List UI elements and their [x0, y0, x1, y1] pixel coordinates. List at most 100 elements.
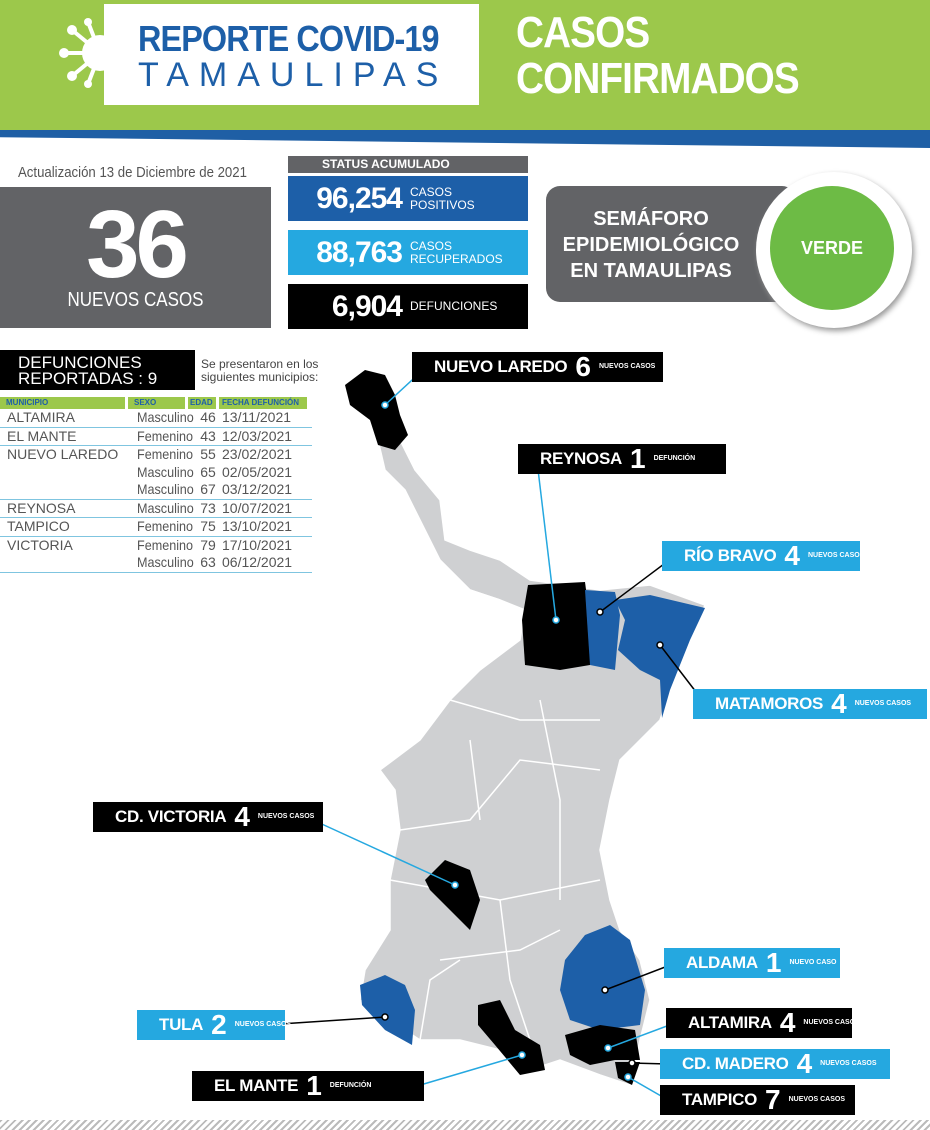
municipality-name: CD. VICTORIA: [115, 807, 227, 826]
aldama-area: [560, 925, 645, 1030]
table-cell: 67: [200, 481, 216, 497]
count-value: 4: [234, 801, 250, 832]
leader-line: [312, 819, 456, 886]
stat-label: CASOS: [410, 238, 453, 253]
altamira-area: [565, 1025, 640, 1065]
column-header: SEXO: [128, 397, 185, 409]
table-cell: 03/12/2021: [222, 481, 293, 497]
stat-label: POSITIVOS: [410, 197, 475, 212]
leader-line: [599, 557, 673, 613]
leader-line: [604, 963, 674, 991]
leader-line: [416, 1054, 523, 1087]
leader-dot: [451, 881, 459, 889]
footer-stripe: [0, 1120, 930, 1130]
table-cell: Femenino: [137, 446, 194, 462]
table-cell: 17/10/2021: [222, 536, 293, 553]
leader-dot: [628, 1059, 636, 1067]
map-label-matamoros: MATAMOROS 4 NUEVOS CASOS: [693, 688, 927, 719]
table-cell: Femenino: [137, 536, 194, 553]
municipality-name: RÍO BRAVO: [684, 546, 777, 565]
table-cell: REYNOSA: [7, 499, 76, 516]
municipal-boundaries: [389, 559, 601, 1041]
logo-title: REPORTE COVID-19: [138, 18, 440, 59]
map-label-río-bravo: RÍO BRAVO 4 NUEVOS CASOS: [662, 540, 864, 571]
semaforo-line: SEMÁFORO: [593, 208, 709, 230]
stat-recovered: 88,763 CASOS RECUPERADOS: [288, 230, 528, 275]
status-header: STATUS ACUMULADO: [288, 156, 528, 173]
deaths-note: Se presentaron en los siguientes municipi…: [201, 358, 318, 384]
table-cell: NUEVO LAREDO: [7, 446, 119, 462]
leader-line: [536, 460, 557, 621]
table-cell: 65: [200, 463, 216, 480]
virus-icon: [59, 18, 118, 88]
table-cell: 55: [200, 446, 216, 462]
count-label: NUEVO CASO: [789, 959, 837, 966]
municipality-name: CD. MADERO: [682, 1054, 789, 1073]
table-cell: 02/05/2021: [222, 463, 293, 480]
map-label-tula: TULA 2 NUEVOS CASOS: [137, 1009, 292, 1040]
count-value: 7: [765, 1084, 781, 1115]
count-value: 6: [575, 351, 591, 382]
column-header: MUNICIPIO: [0, 397, 125, 409]
table-cell: 79: [200, 536, 216, 553]
table-row: VICTORIA Femenino 79 17/10/2021: [0, 537, 312, 555]
table-row: REYNOSA Masculino 73 10/07/2021: [0, 499, 312, 518]
municipality-name: TAMPICO: [682, 1090, 758, 1109]
deaths-note-line: siguientes municipios:: [201, 370, 319, 384]
table-cell: Masculino: [137, 554, 194, 570]
header-stripe: [0, 130, 930, 148]
table-cell: Masculino: [137, 499, 194, 516]
leader-line: [279, 1016, 386, 1025]
count-value: 1: [629, 443, 646, 474]
municipality-name: EL MANTE: [214, 1076, 299, 1095]
stat-label: DEFUNCIONES: [410, 299, 498, 313]
column-header: EDAD: [188, 397, 216, 409]
municipality-name: TULA: [159, 1015, 204, 1034]
map-label-el-mante: EL MANTE 1 DEFUNCIÓN: [192, 1070, 424, 1101]
reynosa-area: [522, 582, 590, 670]
municipality-name: ALTAMIRA: [688, 1013, 772, 1032]
leader-dot: [596, 608, 604, 616]
count-label: NUEVOS CASOS: [598, 363, 656, 370]
deaths-table: MUNICIPIO SEXO EDAD FECHA DEFUNCIÓN ALTA…: [0, 397, 312, 573]
rio-bravo-area: [585, 590, 620, 670]
map-label-aldama: ALDAMA 1 NUEVO CASO: [664, 947, 840, 978]
matamoros-area: [615, 595, 705, 718]
count-label: DEFUNCIÓN: [329, 1082, 372, 1089]
leader-dot: [604, 1044, 612, 1052]
map-label-nuevo-laredo: NUEVO LAREDO 6 NUEVOS CASOS: [412, 351, 663, 382]
table-cell: Masculino: [137, 409, 194, 425]
table-row: Masculino 63 06/12/2021: [0, 554, 312, 573]
count-value: 1: [765, 947, 782, 978]
count-label: NUEVOS CASOS: [788, 1096, 846, 1103]
leader-dot: [552, 616, 560, 624]
table-cell: 75: [200, 518, 216, 534]
municipality-name: ALDAMA: [686, 953, 758, 972]
count-label: NUEVOS CASOS: [257, 813, 315, 820]
count-value: 4: [831, 688, 847, 719]
logo-subtitle: TAMAULIPAS: [138, 56, 449, 94]
table-row: EL MANTE Femenino 43 12/03/2021: [0, 427, 312, 446]
table-cell: Masculino: [137, 481, 194, 497]
leader-dot: [381, 401, 389, 409]
table-row: Masculino 67 03/12/2021: [0, 481, 312, 500]
municipality-name: NUEVO LAREDO: [434, 357, 568, 376]
leader-dot: [656, 641, 664, 649]
table-row: Masculino 65 02/05/2021: [0, 464, 312, 482]
table-row: NUEVO LAREDO Femenino 55 23/02/2021: [0, 446, 312, 464]
table-cell: 23/02/2021: [222, 446, 293, 462]
map-label-altamira: ALTAMIRA 4 NUEVOS CASOS: [666, 1007, 860, 1038]
table-cell: 73: [200, 499, 216, 516]
el-mante-area: [478, 1000, 545, 1075]
new-cases-box: 36 NUEVOS CASOS: [0, 187, 271, 328]
count-label: NUEVOS CASOS: [234, 1021, 292, 1028]
table-cell: Femenino: [137, 427, 194, 444]
count-value: 4: [796, 1048, 813, 1079]
map-label-cd-victoria: CD. VICTORIA 4 NUEVOS CASOS: [93, 801, 323, 832]
table-cell: 43: [200, 427, 216, 444]
table-cell: 10/07/2021: [222, 499, 293, 516]
semaforo-box: SEMÁFORO EPIDEMIOLÓGICO EN TAMAULIPAS: [546, 186, 796, 302]
update-date: Actualización 13 de Diciembre de 2021: [18, 164, 247, 181]
count-value: 2: [211, 1009, 227, 1040]
count-label: NUEVOS CASOS: [803, 1019, 860, 1026]
